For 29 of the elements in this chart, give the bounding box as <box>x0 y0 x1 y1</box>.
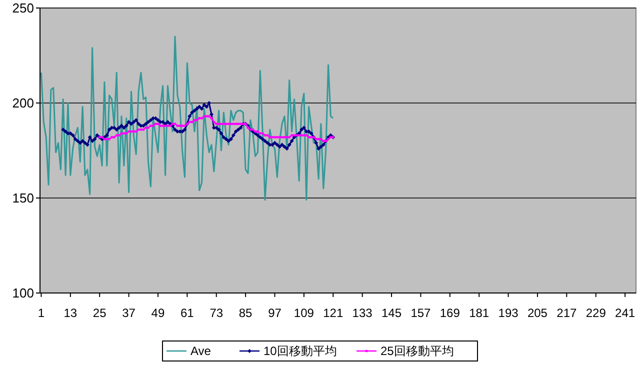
legend-label: Ave <box>190 344 212 358</box>
y-tick-label: 200 <box>12 96 34 111</box>
x-tick-label: 181 <box>469 306 490 320</box>
x-tick-label: 13 <box>64 306 78 320</box>
legend-label: 25回移動平均 <box>380 344 454 358</box>
x-tick-label: 25 <box>92 306 107 320</box>
y-tick-label: 250 <box>12 0 34 16</box>
x-tick-label: 157 <box>410 306 432 320</box>
x-tick-label: 217 <box>556 306 577 320</box>
line-series <box>40 36 334 201</box>
x-tick-label: 205 <box>527 306 548 320</box>
x-tick-label: 97 <box>268 306 282 320</box>
x-tick-label: 229 <box>586 306 606 320</box>
y-tick-label: 100 <box>12 286 34 301</box>
x-tick-label: 133 <box>352 306 373 320</box>
x-tick-label: 109 <box>294 306 314 320</box>
legend-label: 10回移動平均 <box>264 344 337 358</box>
x-tick-label: 193 <box>498 306 519 320</box>
x-tick-label: 49 <box>151 306 165 320</box>
x-tick-label: 37 <box>122 306 136 320</box>
x-tick-label: 241 <box>615 306 636 320</box>
x-tick-label: 121 <box>323 306 344 320</box>
x-tick-label: 1 <box>38 306 45 320</box>
x-tick-label: 85 <box>238 306 253 320</box>
x-tick-label: 145 <box>382 306 402 320</box>
y-tick-label: 150 <box>12 190 34 206</box>
x-tick-label: 73 <box>210 306 224 320</box>
x-tick-label: 61 <box>180 306 194 320</box>
x-tick-label: 169 <box>440 306 460 320</box>
